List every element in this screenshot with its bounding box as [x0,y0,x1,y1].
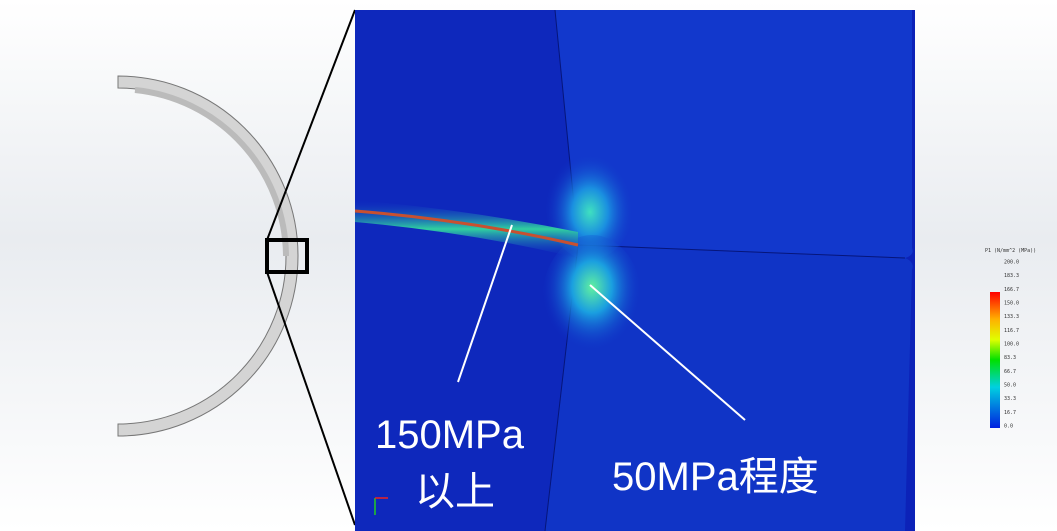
legend-tick: 66.7 [1004,369,1016,375]
colorbar [990,292,1000,428]
annotation: 以上 [415,470,495,514]
legend-tick: 200.0 [1004,260,1019,266]
legend-title: P1 (N/mm^2 (MPa)) [985,248,1036,254]
screenshot: 150MPa 以上 50MPa程度 P1 (N/mm^2 (MPa)) 200.… [0,0,1057,531]
annotation: 50MPa程度 [612,455,819,499]
legend-tick: 116.7 [1004,328,1019,334]
stress-hotspot [542,235,642,365]
legend-tick: 83.3 [1004,355,1016,361]
legend-tick: 0.0 [1004,424,1013,430]
legend-tick: 183.3 [1004,273,1019,279]
annotation: 150MPa [375,413,525,457]
legend-tick: 100.0 [1004,342,1019,348]
legend-tick: 16.7 [1004,410,1016,416]
legend-tick: 166.7 [1004,287,1019,293]
legend-tick: 33.3 [1004,396,1016,402]
page: 150MPa 以上 50MPa程度 P1 (N/mm^2 (MPa)) 200.… [0,0,1057,531]
legend-tick: 150.0 [1004,301,1019,307]
legend-tick: 50.0 [1004,383,1016,389]
legend-tick: 133.3 [1004,314,1019,320]
